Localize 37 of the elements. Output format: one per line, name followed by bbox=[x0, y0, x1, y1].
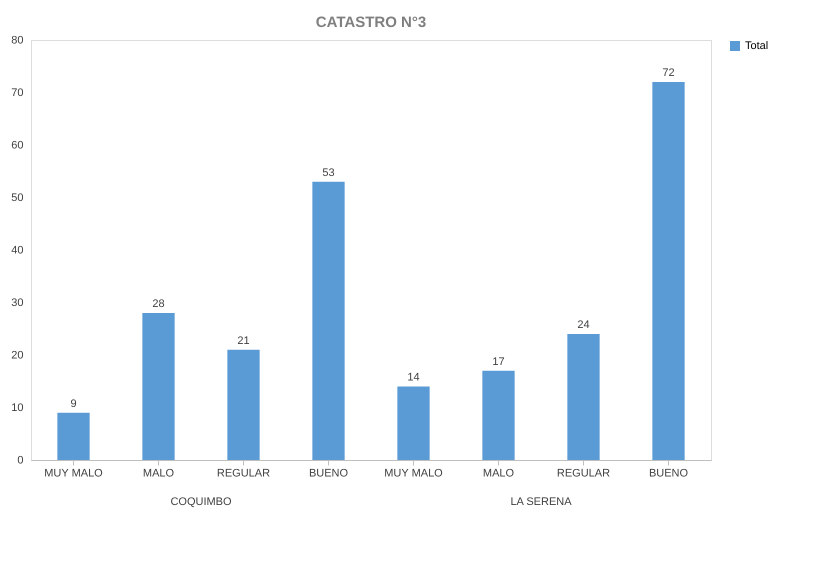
bar bbox=[142, 313, 175, 460]
data-label: 53 bbox=[322, 166, 335, 179]
data-label: 24 bbox=[577, 319, 590, 331]
legend-label: Total bbox=[745, 40, 768, 52]
y-tick-label: 70 bbox=[11, 87, 24, 99]
y-tick-label: 20 bbox=[11, 350, 24, 362]
data-label: 72 bbox=[662, 67, 675, 79]
x-tick-label: REGULAR bbox=[216, 468, 270, 480]
y-tick-label: 0 bbox=[17, 454, 24, 466]
y-tick-label: 40 bbox=[11, 244, 24, 256]
x-tick-label: MUY MALO bbox=[44, 468, 104, 480]
data-label: 9 bbox=[70, 398, 77, 410]
bar bbox=[567, 334, 600, 460]
y-tick-label: 30 bbox=[11, 297, 24, 309]
y-tick-label: 50 bbox=[11, 192, 24, 204]
x-tick-label: REGULAR bbox=[556, 468, 610, 480]
data-label: 17 bbox=[492, 356, 505, 368]
text: COQUIMBO bbox=[170, 496, 232, 508]
x-tick-label: BUENO bbox=[308, 468, 348, 480]
bar bbox=[397, 386, 430, 460]
y-tick-label: 80 bbox=[11, 34, 24, 46]
bar bbox=[482, 370, 515, 460]
bar bbox=[227, 350, 260, 460]
data-label: 28 bbox=[152, 298, 165, 310]
text: LA SERENA bbox=[510, 496, 572, 508]
data-label: 14 bbox=[407, 372, 420, 384]
y-tick-label: 10 bbox=[11, 402, 24, 414]
bar bbox=[312, 182, 345, 460]
bar bbox=[57, 412, 90, 460]
x-tick-label: MALO bbox=[482, 468, 515, 480]
x-tick-label: MUY MALO bbox=[384, 468, 444, 480]
y-tick-label: 60 bbox=[11, 140, 24, 152]
x-tick-label: BUENO bbox=[648, 468, 688, 480]
chart-title: CATASTRO N°3 bbox=[316, 14, 426, 31]
bar bbox=[652, 82, 685, 460]
data-label: 21 bbox=[237, 334, 250, 347]
x-tick-label: MALO bbox=[142, 468, 175, 480]
